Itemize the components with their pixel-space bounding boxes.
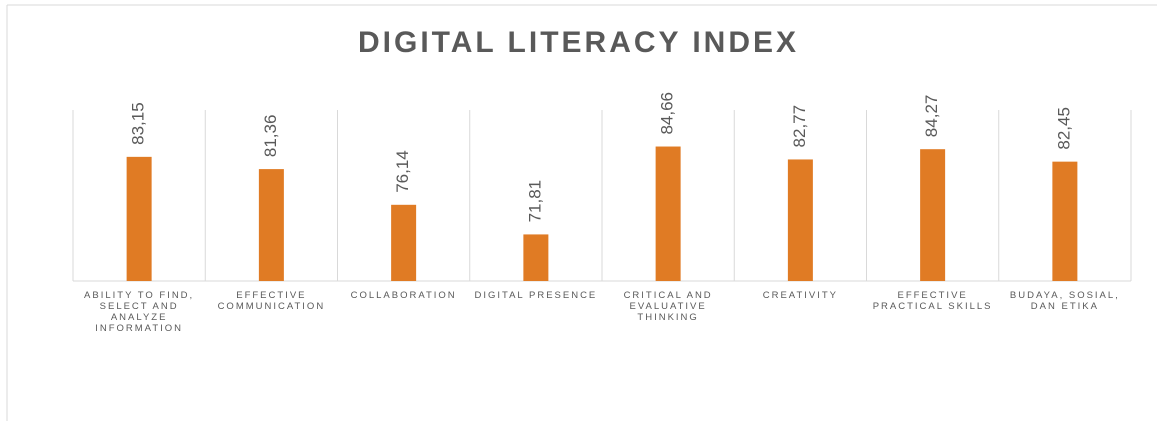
x-tick-label: EFFECTIVE COMMUNICATION: [217, 290, 326, 312]
x-tick-label: DIGITAL PRESENCE: [474, 290, 598, 301]
bar: [126, 156, 152, 281]
bar: [655, 146, 681, 281]
bar: [920, 149, 946, 281]
x-tick-label: COLLABORATION: [350, 290, 457, 301]
bar: [258, 169, 284, 281]
data-label: 84,27: [922, 95, 941, 138]
data-label: 82,45: [1054, 107, 1073, 150]
chart-title: DIGITAL LITERACY INDEX: [357, 26, 800, 59]
data-label: 81,36: [261, 115, 280, 158]
bar: [787, 159, 813, 281]
bar: [1052, 161, 1078, 281]
x-tick-label: CRITICAL AND EVALUATIVE THINKING: [623, 290, 713, 323]
x-tick-label: BUDAYA, SOSIAL, DAN ETIKA: [1009, 290, 1120, 312]
bar: [391, 204, 417, 281]
data-label: 84,66: [658, 92, 677, 135]
data-label: 76,14: [393, 150, 412, 193]
data-label: 71,81: [525, 180, 544, 223]
x-tick-label: CREATIVITY: [762, 290, 838, 301]
data-label: 83,15: [129, 102, 148, 145]
x-tick-label: EFFECTIVE PRACTICAL SKILLS: [872, 290, 993, 312]
data-label: 82,77: [790, 105, 809, 148]
bar: [523, 234, 549, 281]
x-tick-label: ABILITY TO FIND, SELECT AND ANALYZE INFO…: [84, 290, 195, 334]
